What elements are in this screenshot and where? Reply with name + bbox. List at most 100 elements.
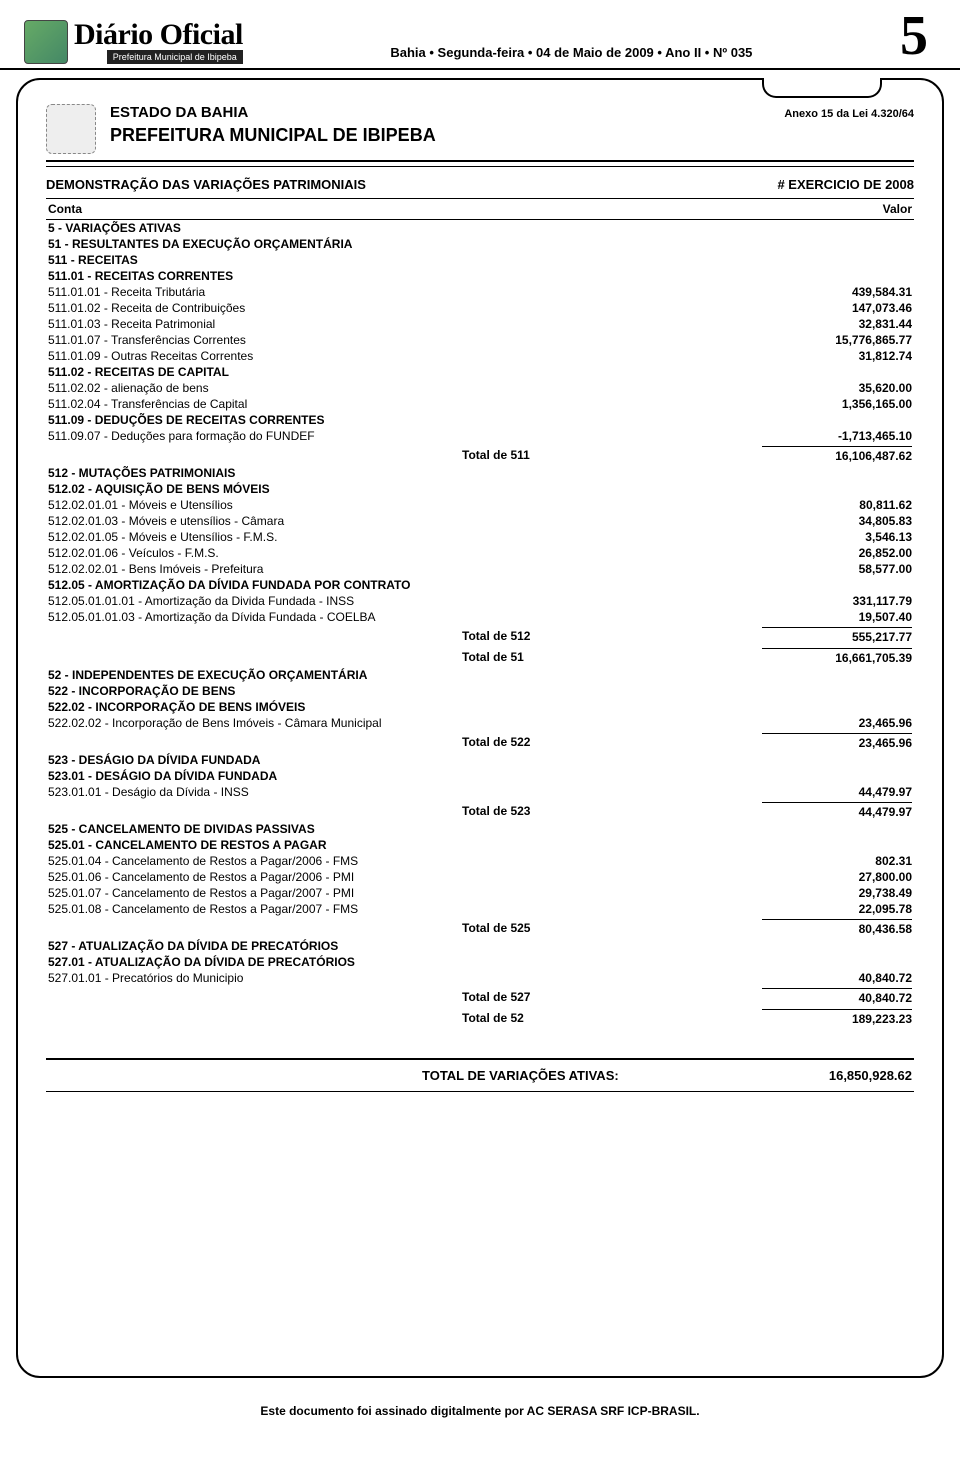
line-label: 511.01.01 - Receita Tributária: [48, 285, 762, 299]
line-label: 511.02 - RECEITAS DE CAPITAL: [48, 365, 912, 379]
col-conta: Conta: [48, 202, 82, 216]
line-value: 34,805.83: [762, 514, 912, 528]
line-label: 525 - CANCELAMENTO DE DIVIDAS PASSIVAS: [48, 822, 912, 836]
page-frame: ESTADO DA BAHIA PREFEITURA MUNICIPAL DE …: [16, 78, 944, 1378]
line-item: 525.01.06 - Cancelamento de Restos a Pag…: [46, 869, 914, 885]
line-item: 512.02 - AQUISIÇÃO DE BENS MÓVEIS: [46, 481, 914, 497]
total-value: 189,223.23: [762, 1009, 912, 1026]
line-item: 527.01.01 - Precatórios do Municipio40,8…: [46, 970, 914, 986]
line-value: 31,812.74: [762, 349, 912, 363]
line-item: 511.02.04 - Transferências de Capital1,3…: [46, 396, 914, 412]
line-label: 511.01.03 - Receita Patrimonial: [48, 317, 762, 331]
total-row: Total de 52 189,223.23: [46, 1007, 914, 1028]
line-label: 523.01.01 - Deságio da Dívida - INSS: [48, 785, 762, 799]
line-item: 512.02.01.01 - Móveis e Utensílios80,811…: [46, 497, 914, 513]
line-label: 51 - RESULTANTES DA EXECUÇÃO ORÇAMENTÁRI…: [48, 237, 912, 251]
line-item: 511.09.07 - Deduções para formação do FU…: [46, 428, 914, 444]
demo-title: DEMONSTRAÇÃO DAS VARIAÇÕES PATRIMONIAIS: [46, 177, 366, 192]
total-row: Total de 52344,479.97: [46, 800, 914, 821]
tab-cut-icon: [762, 78, 882, 98]
publication-subtitle: Prefeitura Municipal de Ibipeba: [107, 50, 243, 64]
line-label: 511.09 - DEDUÇÕES DE RECEITAS CORRENTES: [48, 413, 912, 427]
table-head: Conta Valor: [46, 198, 914, 220]
line-value: 147,073.46: [762, 301, 912, 315]
state-line: ESTADO DA BAHIA: [110, 104, 770, 121]
line-item: 512.02.01.05 - Móveis e Utensílios - F.M…: [46, 529, 914, 545]
exercicio: # EXERCICIO DE 2008: [777, 177, 914, 192]
line-item: 511.02 - RECEITAS DE CAPITAL: [46, 364, 914, 380]
line-value: 27,800.00: [762, 870, 912, 884]
line-label: 523 - DESÁGIO DA DÍVIDA FUNDADA: [48, 753, 912, 767]
line-label: 5 - VARIAÇÕES ATIVAS: [48, 221, 912, 235]
line-item: 512.05.01.01.01 - Amortização da Divida …: [46, 593, 914, 609]
crest-icon: [24, 20, 68, 64]
total-label: Total de 522: [462, 735, 722, 749]
line-label: 522.02 - INCORPORAÇÃO DE BENS IMÓVEIS: [48, 700, 912, 714]
line-item: 512.05.01.01.03 - Amortização da Dívida …: [46, 609, 914, 625]
line-value: 3,546.13: [762, 530, 912, 544]
line-label: 511.02.02 - alienação de bens: [48, 381, 762, 395]
line-item: 511.01.03 - Receita Patrimonial32,831.44: [46, 316, 914, 332]
line-item: 511.02.02 - alienação de bens35,620.00: [46, 380, 914, 396]
total-value: 555,217.77: [762, 627, 912, 644]
line-item: 51 - RESULTANTES DA EXECUÇÃO ORÇAMENTÁRI…: [46, 236, 914, 252]
total-value: 16,661,705.39: [762, 648, 912, 665]
line-value: 15,776,865.77: [762, 333, 912, 347]
line-value: 44,479.97: [762, 785, 912, 799]
line-label: 512.05.01.01.01 - Amortização da Divida …: [48, 594, 762, 608]
masthead: Diário Oficial Prefeitura Municipal de I…: [0, 0, 960, 70]
line-label: 522.02.02 - Incorporação de Bens Imóveis…: [48, 716, 762, 730]
prefeitura-line: PREFEITURA MUNICIPAL DE IBIPEBA: [110, 125, 770, 146]
line-item: 511.01.02 - Receita de Contribuições147,…: [46, 300, 914, 316]
total-value: 44,479.97: [762, 802, 912, 819]
line-item: 523.01.01 - Deságio da Dívida - INSS44,4…: [46, 784, 914, 800]
line-label: 512.02 - AQUISIÇÃO DE BENS MÓVEIS: [48, 482, 912, 496]
line-value: 35,620.00: [762, 381, 912, 395]
line-label: 512.02.01.01 - Móveis e Utensílios: [48, 498, 762, 512]
line-label: 512.02.01.06 - Veículos - F.M.S.: [48, 546, 762, 560]
line-item: 512 - MUTAÇÕES PATRIMONIAIS: [46, 465, 914, 481]
line-item: 527 - ATUALIZAÇÃO DA DÍVIDA DE PRECATÓRI…: [46, 938, 914, 954]
anexo-ref: Anexo 15 da Lei 4.320/64: [784, 104, 914, 120]
grand-total-row: TOTAL DE VARIAÇÕES ATIVAS: 16,850,928.62: [46, 1058, 914, 1092]
rows-container: 5 - VARIAÇÕES ATIVAS 51 - RESULTANTES DA …: [46, 220, 914, 1028]
line-label: 511.09.07 - Deduções para formação do FU…: [48, 429, 762, 443]
line-item: 5 - VARIAÇÕES ATIVAS: [46, 220, 914, 236]
line-label: 525.01 - CANCELAMENTO DE RESTOS A PAGAR: [48, 838, 912, 852]
total-label: Total de 51: [462, 650, 722, 664]
total-label: Total de 511: [462, 448, 722, 462]
total-value: 40,840.72: [762, 988, 912, 1005]
line-label: 512.05.01.01.03 - Amortização da Dívida …: [48, 610, 762, 624]
line-label: 511.02.04 - Transferências de Capital: [48, 397, 762, 411]
total-row: Total de 51 16,661,705.39: [46, 646, 914, 667]
line-label: 512.02.02.01 - Bens Imóveis - Prefeitura: [48, 562, 762, 576]
line-item: 512.02.02.01 - Bens Imóveis - Prefeitura…: [46, 561, 914, 577]
line-item: 512.02.01.03 - Móveis e utensílios - Câm…: [46, 513, 914, 529]
line-label: 511.01.07 - Transferências Correntes: [48, 333, 762, 347]
line-item: 525.01 - CANCELAMENTO DE RESTOS A PAGAR: [46, 837, 914, 853]
line-label: 523.01 - DESÁGIO DA DÍVIDA FUNDADA: [48, 769, 912, 783]
line-item: 512.02.01.06 - Veículos - F.M.S.26,852.0…: [46, 545, 914, 561]
line-value: 32,831.44: [762, 317, 912, 331]
line-value: 29,738.49: [762, 886, 912, 900]
line-label: 512 - MUTAÇÕES PATRIMONIAIS: [48, 466, 912, 480]
line-value: 26,852.00: [762, 546, 912, 560]
line-item: 523 - DESÁGIO DA DÍVIDA FUNDADA: [46, 752, 914, 768]
total-row: Total de 522 23,465.96: [46, 731, 914, 752]
line-item: 522 - INCORPORAÇÃO DE BENS: [46, 683, 914, 699]
total-row: Total de 52580,436.58: [46, 917, 914, 938]
col-valor: Valor: [883, 202, 912, 216]
total-label: Total de 52: [462, 1011, 722, 1025]
line-item: 522.02.02 - Incorporação de Bens Imóveis…: [46, 715, 914, 731]
line-item: 512.05 - AMORTIZAÇÃO DA DÍVIDA FUNDADA P…: [46, 577, 914, 593]
grand-total-label: TOTAL DE VARIAÇÕES ATIVAS:: [422, 1068, 722, 1083]
line-item: 525 - CANCELAMENTO DE DIVIDAS PASSIVAS: [46, 821, 914, 837]
line-label: 527.01 - ATUALIZAÇÃO DA DÍVIDA DE PRECAT…: [48, 955, 912, 969]
line-item: 511 - RECEITAS: [46, 252, 914, 268]
total-label: Total de 527: [462, 990, 722, 1004]
line-value: 439,584.31: [762, 285, 912, 299]
line-label: 511.01.02 - Receita de Contribuições: [48, 301, 762, 315]
total-value: 23,465.96: [762, 733, 912, 750]
line-item: 525.01.07 - Cancelamento de Restos a Pag…: [46, 885, 914, 901]
total-value: 16,106,487.62: [762, 446, 912, 463]
